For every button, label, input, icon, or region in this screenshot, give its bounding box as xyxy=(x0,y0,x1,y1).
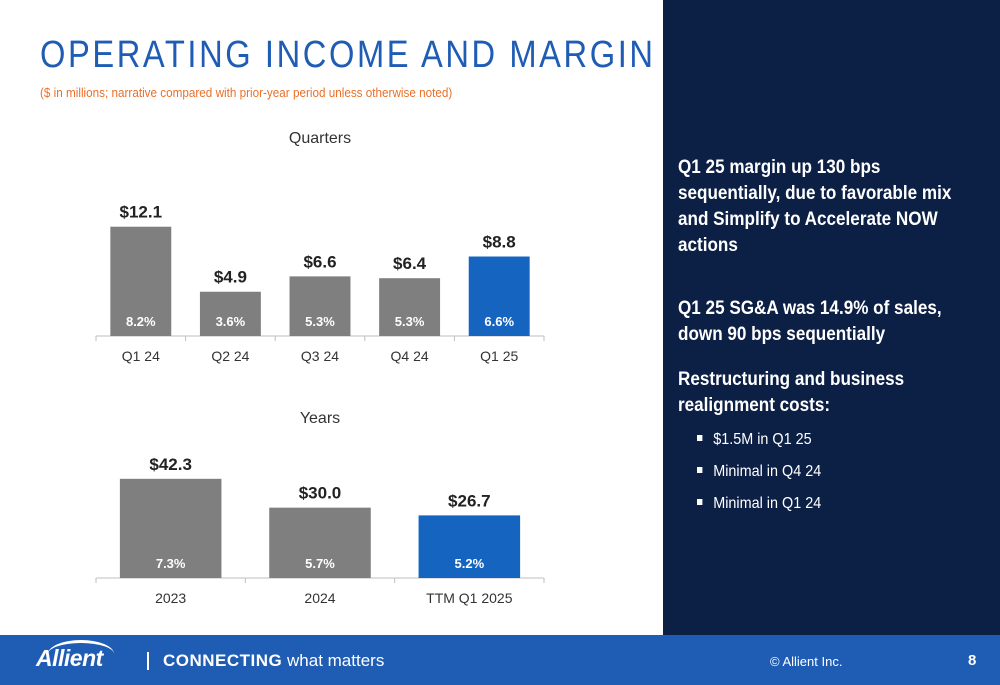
bar xyxy=(468,256,530,336)
x-tick-label: Q1 24 xyxy=(122,348,160,364)
bar xyxy=(199,291,261,336)
bullet-text: $1.5M in Q1 25 xyxy=(713,431,812,448)
bar xyxy=(119,478,222,578)
bar-value-label: $42.3 xyxy=(149,455,192,474)
copyright-text: © Allient Inc. xyxy=(770,654,843,669)
x-tick-label: TTM Q1 2025 xyxy=(426,590,513,606)
bar xyxy=(289,276,351,336)
x-tick-label: Q2 24 xyxy=(211,348,249,364)
bar-value-label: $6.4 xyxy=(393,254,427,273)
tagline-rest: what matters xyxy=(282,651,385,670)
sga-highlight-text: Q1 25 SG&A was 14.9% of sales, down 90 b… xyxy=(678,298,942,345)
list-item: Minimal in Q1 24 xyxy=(697,492,821,524)
x-tick-label: 2023 xyxy=(155,590,186,606)
list-item: $1.5M in Q1 25 xyxy=(697,428,821,460)
margin-highlight-text: Q1 25 margin up 130 bps sequentially, du… xyxy=(678,157,952,256)
bar-margin-label: 5.3% xyxy=(305,314,335,329)
bullet-text: Minimal in Q4 24 xyxy=(713,463,822,480)
bar xyxy=(418,515,521,578)
bullet-square-icon xyxy=(697,434,703,441)
bar xyxy=(110,226,172,336)
allient-logo: Allient xyxy=(36,645,103,671)
restructuring-bullet-list: $1.5M in Q1 25 Minimal in Q4 24 Minimal … xyxy=(697,428,835,524)
page-number: 8 xyxy=(968,652,977,669)
tagline-bold: CONNECTING xyxy=(163,651,283,670)
footer-divider xyxy=(147,652,149,670)
highlights-panel: Q1 25 margin up 130 bps sequentially, du… xyxy=(663,0,1000,635)
footer-bar: Allient CONNECTING what matters © Allien… xyxy=(0,635,1000,685)
logo-arc-icon xyxy=(48,640,114,654)
bar-margin-label: 6.6% xyxy=(484,314,514,329)
bar-value-label: $30.0 xyxy=(299,484,342,503)
bar-margin-label: 3.6% xyxy=(216,314,246,329)
bar xyxy=(379,278,441,336)
restructuring-heading: Restructuring and business realignment c… xyxy=(678,369,905,416)
x-tick-label: Q3 24 xyxy=(301,348,339,364)
bar xyxy=(269,507,371,578)
bullet-text: Minimal in Q1 24 xyxy=(713,495,822,512)
x-tick-label: Q1 25 xyxy=(480,348,518,364)
page-subtitle: ($ in millions; narrative compared with … xyxy=(40,85,453,100)
bar-margin-label: 5.3% xyxy=(395,314,425,329)
bar-margin-label: 8.2% xyxy=(126,314,156,329)
chart-title: Quarters xyxy=(289,130,351,147)
bar-value-label: $12.1 xyxy=(120,203,163,222)
bullet-square-icon xyxy=(697,498,703,505)
x-tick-label: Q4 24 xyxy=(391,348,429,364)
years-bar-chart: Years $42.3 7.3% 2023 $30.0 5.7% 2024 $26.7 5.2%… xyxy=(95,410,545,606)
chart-title: Years xyxy=(300,410,340,427)
bar-value-label: $8.8 xyxy=(483,233,516,252)
footer-tagline: CONNECTING what matters xyxy=(163,651,384,671)
list-item: Minimal in Q4 24 xyxy=(697,460,821,492)
x-tick-label: 2024 xyxy=(304,590,335,606)
bar-margin-label: 7.3% xyxy=(156,556,186,571)
bar-value-label: $4.9 xyxy=(214,268,247,287)
bar-margin-label: 5.7% xyxy=(305,556,335,571)
bar-value-label: $6.6 xyxy=(303,252,336,271)
bar-margin-label: 5.2% xyxy=(455,556,485,571)
bar-value-label: $26.7 xyxy=(448,491,491,510)
page-title: OPERATING INCOME AND MARGIN xyxy=(40,34,656,76)
bullet-square-icon xyxy=(697,466,703,473)
quarters-bar-chart: Quarters $12.1 8.2% Q1 24 $4.9 3.6% Q2 24 $6.6 5… xyxy=(95,130,545,364)
